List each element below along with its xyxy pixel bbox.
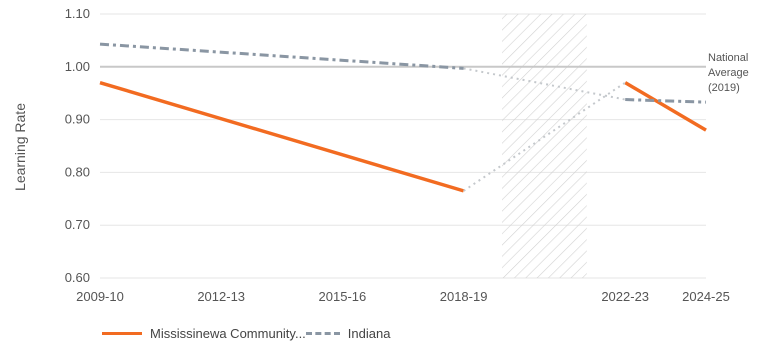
gap-connector-mississinewa xyxy=(463,81,626,192)
y-tick-label: 0.70 xyxy=(65,217,90,232)
x-tick-label: 2015-16 xyxy=(319,289,367,304)
legend-item-indiana[interactable]: Indiana xyxy=(305,325,391,341)
y-tick-label: 1.00 xyxy=(65,59,90,74)
x-tick-label: 2022-23 xyxy=(601,289,649,304)
series-line-indiana xyxy=(625,98,707,104)
axis-layer: 0.60 0.70 0.80 0.90 1.00 1.10 2009-10 2012-13 20… xyxy=(65,6,730,304)
x-tick-label: 2009-10 xyxy=(76,289,124,304)
legend-swatch-indiana xyxy=(305,331,340,335)
legend-item-mississinewa[interactable]: Mississinewa Community... xyxy=(102,326,306,341)
series-line-indiana xyxy=(99,42,464,70)
y-tick-label: 0.90 xyxy=(65,112,90,127)
y-tick-label: 0.80 xyxy=(65,164,90,179)
pandemic-gap-region xyxy=(502,14,587,278)
hatched-region xyxy=(502,14,587,278)
series-line-mississinewa xyxy=(99,80,465,193)
y-axis-title: Learning Rate xyxy=(12,103,28,191)
series-line-mississinewa xyxy=(624,81,707,132)
grid-layer xyxy=(100,13,706,279)
y-tick-label: 0.60 xyxy=(65,270,90,285)
y-tick-label: 1.10 xyxy=(65,6,90,21)
national-average-label: National Average (2019) xyxy=(708,52,749,94)
legend-label-mississinewa: Mississinewa Community... xyxy=(150,325,306,341)
legend-label-indiana: Indiana xyxy=(347,325,391,341)
national-average-label-line: Average xyxy=(708,67,749,79)
national-average-label-line: National xyxy=(708,52,748,64)
legend-swatch-mississinewa xyxy=(102,331,142,335)
national-average-label-line: (2019) xyxy=(708,82,740,94)
x-tick-label: 2018-19 xyxy=(440,289,488,304)
national-average-layer: National Average (2019) xyxy=(100,52,749,94)
series-layer xyxy=(99,42,707,193)
x-tick-label: 2024-25 xyxy=(682,289,730,304)
legend: Mississinewa Community... Indiana xyxy=(102,324,390,342)
x-tick-label: 2012-13 xyxy=(197,289,245,304)
